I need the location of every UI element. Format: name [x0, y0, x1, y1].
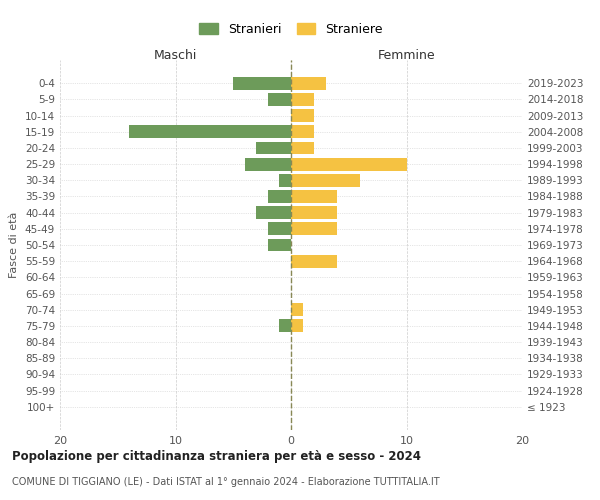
Bar — [291, 109, 314, 122]
Bar — [256, 142, 291, 154]
Bar — [291, 320, 302, 332]
Bar — [268, 238, 291, 252]
Bar — [280, 174, 291, 187]
Bar — [291, 77, 326, 90]
Bar — [291, 174, 360, 187]
Bar — [268, 93, 291, 106]
Bar — [256, 206, 291, 219]
Text: Femmine: Femmine — [377, 50, 436, 62]
Bar — [291, 206, 337, 219]
Bar — [268, 190, 291, 203]
Bar — [280, 320, 291, 332]
Text: COMUNE DI TIGGIANO (LE) - Dati ISTAT al 1° gennaio 2024 - Elaborazione TUTTITALI: COMUNE DI TIGGIANO (LE) - Dati ISTAT al … — [12, 477, 440, 487]
Bar — [291, 126, 314, 138]
Bar — [291, 303, 302, 316]
Bar — [245, 158, 291, 170]
Legend: Stranieri, Straniere: Stranieri, Straniere — [194, 18, 388, 41]
Bar — [291, 222, 337, 235]
Bar — [130, 126, 291, 138]
Bar — [291, 254, 337, 268]
Bar — [233, 77, 291, 90]
Text: Popolazione per cittadinanza straniera per età e sesso - 2024: Popolazione per cittadinanza straniera p… — [12, 450, 421, 463]
Bar — [291, 142, 314, 154]
Y-axis label: Fasce di età: Fasce di età — [10, 212, 19, 278]
Bar — [268, 222, 291, 235]
Bar — [291, 93, 314, 106]
Bar — [291, 158, 407, 170]
Bar — [291, 190, 337, 203]
Text: Maschi: Maschi — [154, 50, 197, 62]
